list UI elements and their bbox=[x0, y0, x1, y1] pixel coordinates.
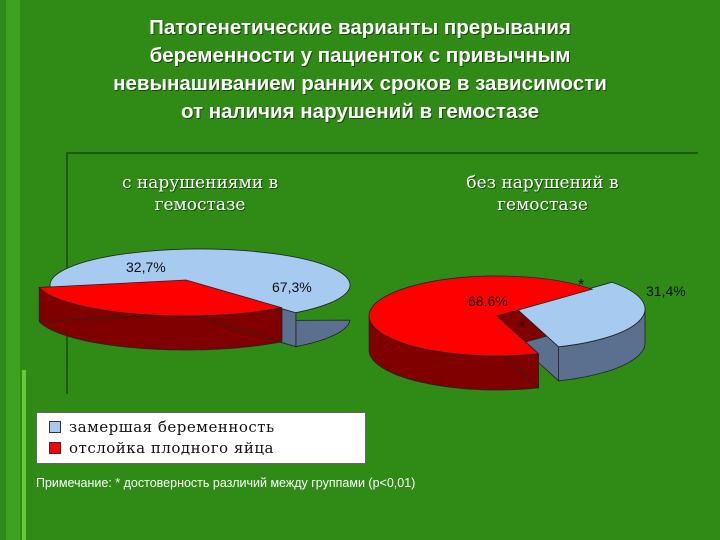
pie-1-slice-top bbox=[49, 248, 351, 314]
title-line: от наличия нарушений в гемостазе bbox=[180, 100, 540, 123]
decorative-left-accent bbox=[22, 370, 26, 540]
legend-swatch-red bbox=[49, 442, 61, 454]
chart-2-title: без нарушений в гемостазе bbox=[410, 172, 675, 216]
title-line: Патогенетические варианты прерывания bbox=[149, 16, 571, 39]
decorative-left-bar bbox=[6, 0, 20, 540]
chart-1-title-line: с нарушениями в bbox=[121, 173, 279, 193]
title-line: невынашиванием ранних сроков в зависимос… bbox=[113, 72, 607, 95]
slide-title: Патогенетические варианты прерывания бер… bbox=[0, 14, 720, 126]
legend-swatch-blue bbox=[49, 421, 61, 433]
chart-2-title-line: гемостазе bbox=[497, 195, 588, 215]
legend-label: замершая беременность bbox=[69, 418, 275, 436]
pie-2-slice-top bbox=[516, 281, 646, 348]
pie-2-significance-marker: * bbox=[578, 277, 584, 294]
title-line: беременности у пациенток с привычным bbox=[149, 44, 571, 67]
pie-2-data-label: 68,6% bbox=[468, 293, 508, 309]
chart-1-title-line: гемостазе bbox=[154, 195, 246, 215]
legend-label: отслойка плодного яйца bbox=[69, 439, 274, 457]
pie-2-data-label: 31,4% bbox=[646, 283, 686, 299]
pie-1-slice-top bbox=[38, 279, 283, 317]
pie-2-significance-marker: * bbox=[519, 319, 525, 336]
footnote: Примечание: * достоверность различий меж… bbox=[36, 476, 416, 490]
pie-1-data-label: 32,7% bbox=[126, 259, 166, 275]
pie-2-slice-top bbox=[368, 275, 594, 357]
legend: замершая беременность отслойка плодного … bbox=[36, 412, 366, 464]
legend-item: замершая беременность bbox=[49, 418, 275, 436]
chart-1-title: с нарушениями в гемостазе bbox=[70, 172, 330, 216]
pie-1-data-label: 67,3% bbox=[272, 279, 312, 295]
chart-2-title-line: без нарушений в bbox=[466, 173, 619, 193]
legend-item: отслойка плодного яйца bbox=[49, 439, 274, 457]
